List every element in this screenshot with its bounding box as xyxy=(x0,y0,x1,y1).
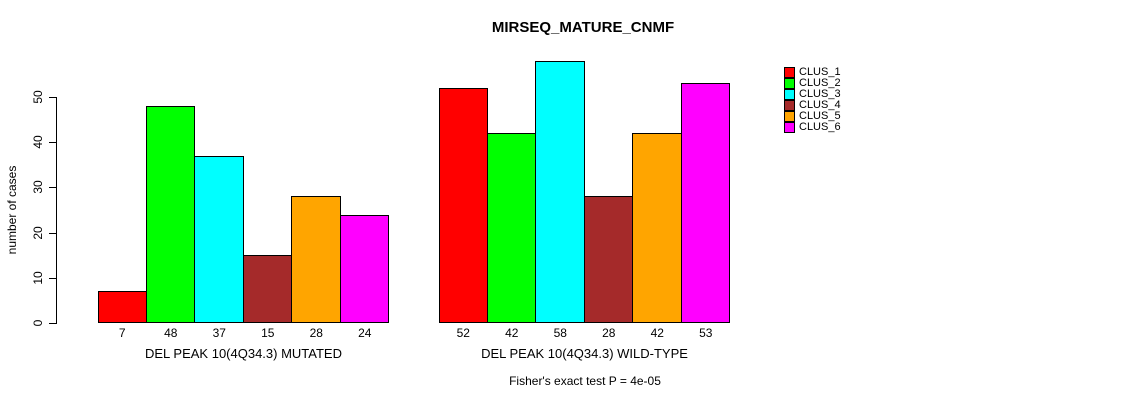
bar xyxy=(243,255,292,323)
bar-value-label: 37 xyxy=(212,326,226,340)
bar-value-label: 53 xyxy=(699,326,713,340)
group-label: DEL PEAK 10(4Q34.3) MUTATED xyxy=(145,346,342,361)
y-tick xyxy=(49,323,56,324)
legend-item: CLUS_6 xyxy=(784,122,841,133)
bar xyxy=(291,196,341,323)
annotation-text: Fisher's exact test P = 4e-05 xyxy=(509,374,661,388)
bar xyxy=(584,196,633,323)
legend-item: CLUS_4 xyxy=(784,100,841,111)
chart-title: MIRSEQ_MATURE_CNMF xyxy=(491,19,675,36)
bar xyxy=(340,214,389,323)
bar-value-label: 15 xyxy=(261,326,275,340)
y-tick-label: 10 xyxy=(31,271,45,285)
bar-value-label: 7 xyxy=(118,326,126,340)
y-tick-label: 30 xyxy=(31,180,45,195)
legend-swatch-icon xyxy=(784,100,795,111)
legend-swatch-icon xyxy=(784,78,795,89)
y-axis-label: number of cases xyxy=(5,165,19,255)
bar xyxy=(98,291,147,323)
legend-item: CLUS_3 xyxy=(784,89,841,100)
bar xyxy=(439,87,488,323)
y-axis-line xyxy=(56,97,57,324)
y-tick xyxy=(49,97,56,98)
y-tick xyxy=(49,232,56,234)
legend-label: CLUS_4 xyxy=(799,99,841,111)
legend-item: CLUS_1 xyxy=(784,67,841,78)
bar-value-label: 28 xyxy=(309,326,323,340)
bar xyxy=(487,133,536,323)
y-tick xyxy=(49,277,56,279)
y-tick xyxy=(49,142,56,144)
legend-label: CLUS_3 xyxy=(799,88,841,100)
legend-item: CLUS_5 xyxy=(784,111,841,122)
y-tick-label: 0 xyxy=(31,319,45,327)
bar xyxy=(535,60,585,323)
y-tick xyxy=(49,187,56,189)
bar xyxy=(194,155,244,323)
bar-value-label: 28 xyxy=(602,326,616,340)
legend-swatch-icon xyxy=(784,89,795,100)
legend-label: CLUS_1 xyxy=(799,66,841,78)
legend-label: CLUS_6 xyxy=(799,121,841,133)
group-label: DEL PEAK 10(4Q34.3) WILD-TYPE xyxy=(481,346,688,361)
legend-label: CLUS_2 xyxy=(799,77,841,89)
bar-value-label: 58 xyxy=(553,326,567,340)
y-tick-label: 50 xyxy=(31,90,45,104)
bar-value-label: 24 xyxy=(358,326,372,340)
y-tick-label: 40 xyxy=(31,135,45,149)
bar xyxy=(146,106,195,323)
bar xyxy=(681,83,730,323)
legend-swatch-icon xyxy=(784,67,795,78)
legend-swatch-icon xyxy=(784,111,795,122)
bar-value-label: 42 xyxy=(505,326,519,340)
bar xyxy=(632,133,682,323)
bar-value-label: 48 xyxy=(164,326,178,340)
bar-value-label: 52 xyxy=(456,326,470,340)
legend-swatch-icon xyxy=(784,122,795,133)
legend-label: CLUS_5 xyxy=(799,110,841,122)
legend-item: CLUS_2 xyxy=(784,78,841,89)
bar-value-label: 42 xyxy=(650,326,664,340)
y-tick-label: 20 xyxy=(31,225,45,240)
